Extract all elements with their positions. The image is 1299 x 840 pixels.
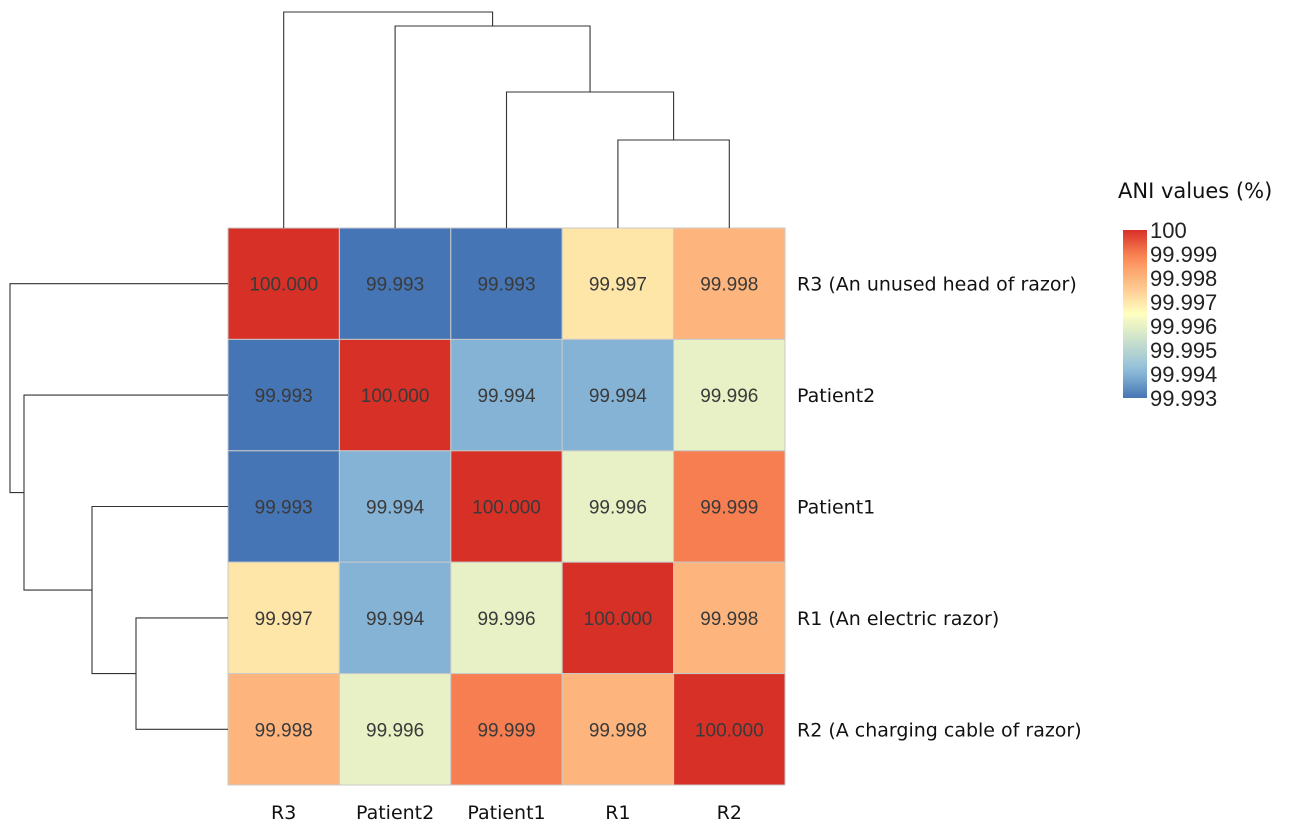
column-label: Patient1 xyxy=(467,802,545,824)
column-dendrogram-branch xyxy=(283,11,494,228)
heatmap-cell xyxy=(673,450,786,563)
cell-value-label: 100.000 xyxy=(249,275,318,296)
cell-value-label: 100.000 xyxy=(695,720,764,741)
cell-value-label: 99.994 xyxy=(366,609,425,630)
row-dendrogram-branch xyxy=(23,394,228,591)
heatmap-cell xyxy=(561,561,675,675)
column-label: R2 xyxy=(717,802,742,824)
heatmap-cell xyxy=(450,338,563,452)
cell-value-label: 99.999 xyxy=(477,720,535,741)
column-dendrogram-branch xyxy=(505,91,675,228)
cell-value-label: 99.997 xyxy=(589,275,647,296)
cell-value-label: 99.993 xyxy=(255,498,313,519)
cell-value-label: 99.996 xyxy=(589,498,647,519)
column-label: Patient2 xyxy=(356,802,434,824)
row-label: Patient1 xyxy=(797,497,875,519)
cell-value-label: 99.998 xyxy=(700,275,758,296)
legend-tick-label: 99.995 xyxy=(1150,338,1217,363)
cell-value-label: 99.993 xyxy=(477,275,535,296)
row-label: Patient2 xyxy=(797,385,875,407)
heatmap-cell xyxy=(338,673,452,786)
cell-value-label: 99.996 xyxy=(366,720,424,741)
heatmap-cell xyxy=(450,561,563,675)
cell-value-label: 99.994 xyxy=(366,498,425,519)
column-dendrogram-branch xyxy=(394,25,591,228)
heatmap-cell xyxy=(673,227,786,340)
cell-value-label: 99.996 xyxy=(477,609,535,630)
column-label: R3 xyxy=(271,802,296,824)
row-dendrogram-branch xyxy=(91,505,228,675)
heatmap-cell xyxy=(673,338,786,452)
cell-value-label: 99.993 xyxy=(366,275,424,296)
legend-tick-label: 99.998 xyxy=(1150,266,1217,291)
row-label: R3 (An unused head of razor) xyxy=(797,274,1077,296)
heatmap-cell xyxy=(450,673,563,786)
heatmap-cell xyxy=(561,227,675,340)
row-label: R1 (An electric razor) xyxy=(797,608,999,630)
cell-value-label: 99.998 xyxy=(255,720,313,741)
heatmap-cell xyxy=(673,673,786,786)
cell-value-label: 99.996 xyxy=(700,386,758,407)
heatmap-cell xyxy=(338,561,452,675)
cell-value-label: 99.994 xyxy=(589,386,648,407)
legend-tick-label: 99.996 xyxy=(1150,314,1217,339)
cell-value-label: 99.999 xyxy=(700,498,758,519)
column-dendrogram-branch xyxy=(617,139,730,228)
legend-tick-label: 99.994 xyxy=(1150,362,1217,387)
heatmap-cell xyxy=(227,338,340,452)
heatmap-cell xyxy=(673,561,786,675)
cell-value-label: 99.998 xyxy=(589,720,647,741)
column-label: R1 xyxy=(605,802,630,824)
heatmap-cell xyxy=(227,227,340,340)
row-dendrogram-branch xyxy=(9,283,228,494)
cell-value-label: 100.000 xyxy=(472,498,541,519)
legend-title: ANI values (%) xyxy=(1118,179,1272,203)
cell-value-label: 100.000 xyxy=(361,386,430,407)
heatmap-cell xyxy=(561,450,675,563)
legend-tick-label: 99.993 xyxy=(1150,386,1217,411)
legend-tick-label: 100 xyxy=(1150,218,1187,243)
heatmap-cell xyxy=(450,450,563,563)
heatmap-cell xyxy=(338,450,452,563)
cell-value-label: 99.997 xyxy=(255,609,313,630)
legend-tick-label: 99.997 xyxy=(1150,290,1217,315)
heatmap-cell xyxy=(338,227,452,340)
heatmap-cell xyxy=(227,673,340,786)
legend-colorbar xyxy=(1123,230,1147,398)
row-dendrogram-branch xyxy=(135,617,228,730)
cell-value-label: 100.000 xyxy=(584,609,653,630)
cell-value-label: 99.998 xyxy=(700,609,758,630)
cell-value-label: 99.994 xyxy=(477,386,536,407)
cell-value-label: 99.993 xyxy=(255,386,313,407)
row-label: R2 (A charging cable of razor) xyxy=(797,719,1082,741)
legend-tick-label: 99.999 xyxy=(1150,242,1217,267)
